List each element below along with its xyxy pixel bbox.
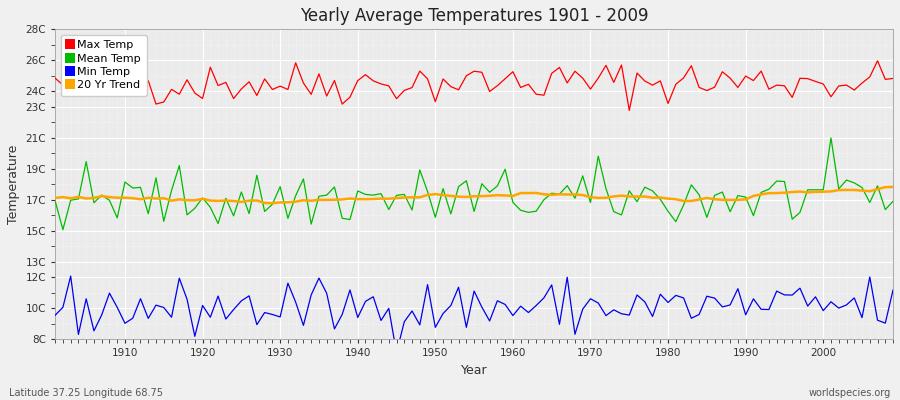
- Legend: Max Temp, Mean Temp, Min Temp, 20 Yr Trend: Max Temp, Mean Temp, Min Temp, 20 Yr Tre…: [60, 35, 147, 96]
- Y-axis label: Temperature: Temperature: [7, 145, 20, 224]
- Title: Yearly Average Temperatures 1901 - 2009: Yearly Average Temperatures 1901 - 2009: [300, 7, 648, 25]
- Text: worldspecies.org: worldspecies.org: [809, 388, 891, 398]
- X-axis label: Year: Year: [461, 364, 488, 377]
- Text: Latitude 37.25 Longitude 68.75: Latitude 37.25 Longitude 68.75: [9, 388, 163, 398]
